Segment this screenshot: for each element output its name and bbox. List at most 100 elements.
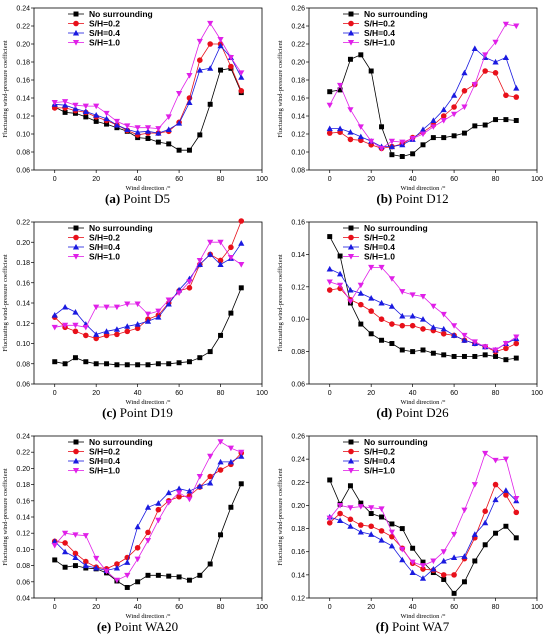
data-point — [72, 532, 79, 538]
data-point — [103, 332, 110, 339]
data-point — [103, 115, 110, 122]
data-point — [399, 322, 406, 329]
data-point — [430, 558, 437, 565]
data-point — [378, 264, 385, 271]
data-point — [472, 123, 478, 129]
data-point — [82, 324, 89, 331]
data-point — [503, 492, 509, 498]
legend-marker — [348, 448, 354, 455]
x-tick-label: 40 — [134, 176, 142, 183]
series-2 — [326, 487, 520, 581]
legend-entry: S/H=0.2 — [343, 233, 395, 243]
y-tick-label: 0.16 — [291, 220, 305, 227]
x-tick-label: 40 — [134, 390, 142, 397]
y-tick-label: 0.12 — [16, 531, 30, 538]
data-point — [326, 287, 333, 293]
data-point — [124, 362, 130, 368]
data-point — [388, 303, 396, 309]
panel-caption: (d) Point D26 — [275, 405, 550, 421]
data-point — [228, 310, 234, 316]
series-line — [54, 45, 242, 134]
x-tick-label: 40 — [134, 604, 142, 611]
legend-marker — [347, 468, 355, 474]
panel-caption: (e) Point WA20 — [0, 619, 275, 635]
data-point — [378, 316, 385, 322]
legend-entry: S/H=1.0 — [343, 252, 395, 262]
y-tick-label: 0.06 — [16, 168, 30, 175]
data-point — [207, 65, 214, 71]
data-point — [347, 56, 353, 62]
data-point — [399, 526, 405, 532]
legend-marker — [348, 11, 354, 17]
legend-label: S/H=0.2 — [89, 19, 120, 29]
x-axis-title: Wind direction /° — [126, 399, 171, 406]
data-point — [388, 542, 396, 549]
data-point — [228, 244, 234, 251]
series-2 — [51, 42, 245, 136]
data-point — [399, 556, 406, 563]
data-point — [238, 453, 245, 459]
data-point — [62, 564, 68, 570]
data-point — [144, 318, 152, 324]
data-point — [72, 355, 78, 361]
data-point — [83, 332, 89, 339]
data-point — [61, 102, 69, 108]
y-tick-label: 0.06 — [16, 382, 30, 389]
data-point — [482, 519, 489, 526]
data-point — [358, 321, 364, 327]
data-point — [238, 285, 244, 291]
data-point — [196, 67, 203, 73]
data-point — [93, 304, 100, 311]
plot-frame — [33, 7, 263, 171]
data-point — [326, 125, 333, 132]
legend-marker — [347, 40, 355, 46]
data-point — [336, 517, 344, 523]
data-point — [82, 103, 89, 110]
x-tick-label: 60 — [450, 390, 458, 397]
data-point — [93, 103, 100, 110]
data-point — [430, 117, 437, 123]
x-tick-label: 0 — [53, 176, 57, 183]
x-tick-label: 100 — [531, 604, 543, 611]
data-point — [492, 70, 499, 76]
data-point — [410, 151, 416, 157]
legend-label: No surrounding — [89, 223, 153, 233]
data-point — [51, 538, 58, 544]
data-point — [104, 121, 110, 127]
caption-text: Point D26 — [392, 405, 449, 420]
legend-label: S/H=0.2 — [89, 447, 120, 457]
legend-entry: S/H=0.4 — [68, 28, 120, 38]
data-point — [347, 136, 354, 143]
legend-entry: S/H=0.2 — [343, 19, 395, 29]
caption-letter: (c) — [102, 405, 117, 420]
x-axis-title: Wind direction /° — [401, 613, 446, 620]
data-point — [461, 104, 468, 111]
data-point — [368, 308, 374, 314]
legend-entry: No surrounding — [343, 437, 428, 447]
data-point — [440, 572, 447, 578]
data-point — [228, 63, 234, 70]
data-point — [513, 496, 520, 502]
data-point — [175, 485, 183, 492]
x-tick-label: 0 — [328, 390, 332, 397]
data-point — [155, 308, 162, 315]
data-point — [72, 563, 78, 569]
data-point — [347, 107, 354, 113]
y-axis-title: Fluctuating wind-pressure coefficient — [2, 468, 9, 566]
series-3 — [51, 439, 245, 584]
data-point — [358, 52, 364, 58]
plot-frame — [308, 435, 538, 599]
data-point — [513, 94, 520, 100]
y-tick-label: 0.04 — [16, 596, 30, 603]
data-point — [430, 350, 436, 356]
data-point — [440, 330, 447, 337]
data-point — [72, 328, 79, 335]
data-point — [389, 521, 395, 527]
data-point — [144, 538, 152, 544]
legend-label: S/H=0.4 — [364, 456, 395, 466]
plot-frame — [308, 7, 538, 171]
y-tick-label: 0.16 — [291, 549, 305, 556]
